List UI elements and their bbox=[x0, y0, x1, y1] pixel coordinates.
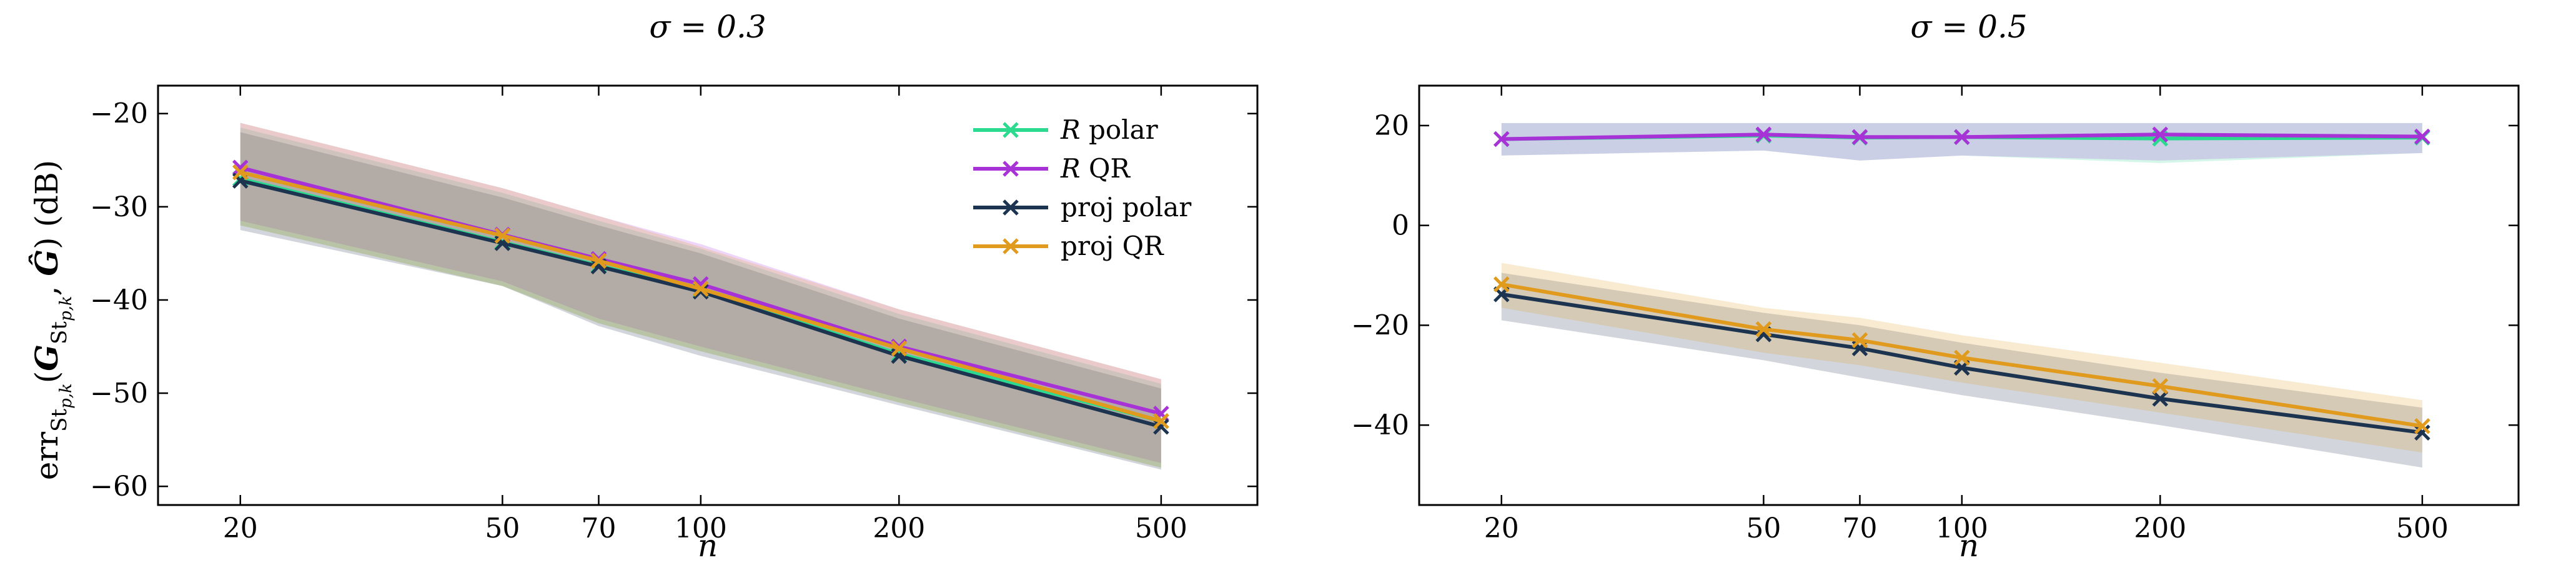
data-point-r-qr bbox=[1851, 129, 1868, 146]
data-point-proj-polar bbox=[2414, 424, 2430, 441]
legend-marker bbox=[1003, 122, 1019, 138]
x-tick-label: 100 bbox=[1936, 512, 1988, 544]
y-tick-label: −30 bbox=[90, 191, 148, 223]
data-point-proj-qr bbox=[2414, 418, 2430, 434]
x-tick-label: 20 bbox=[223, 512, 258, 544]
data-point-proj-qr bbox=[232, 164, 249, 181]
y-tick-label: −60 bbox=[90, 471, 148, 502]
plot-area-frame bbox=[157, 84, 1259, 506]
confidence-band-proj-polar bbox=[240, 132, 1161, 470]
x-axis-label: n bbox=[698, 528, 718, 564]
x-tick-label: 70 bbox=[1842, 512, 1877, 544]
series-line-proj-qr bbox=[1501, 282, 2423, 428]
y-tick-label: −20 bbox=[90, 98, 148, 130]
legend-marker bbox=[1003, 161, 1019, 177]
x-tick-label: 70 bbox=[581, 512, 616, 544]
series-line-proj-polar bbox=[240, 179, 1162, 429]
legend: R polar R QR proj polar proj QR bbox=[973, 114, 1192, 261]
x-tick-label: 20 bbox=[1484, 512, 1519, 544]
data-point-r-qr bbox=[1755, 126, 1772, 143]
x-tick-label: 100 bbox=[675, 512, 727, 544]
data-point-proj-qr bbox=[1153, 413, 1169, 429]
data-point-proj-polar bbox=[1153, 418, 1169, 435]
series-line-proj-qr bbox=[240, 170, 1162, 423]
data-point-proj-qr bbox=[693, 281, 709, 297]
x-tick-label: 50 bbox=[485, 512, 520, 544]
y-tick-label: −50 bbox=[90, 378, 148, 409]
data-point-proj-qr bbox=[1755, 321, 1772, 338]
y-tick-label: −40 bbox=[1351, 409, 1409, 441]
data-point-r-qr bbox=[1954, 129, 1970, 146]
data-point-proj-qr bbox=[891, 340, 908, 357]
legend-item: proj polar bbox=[973, 192, 1192, 222]
legend-marker bbox=[1003, 199, 1019, 216]
confidence-band-proj-qr bbox=[240, 122, 1161, 468]
data-point-proj-polar bbox=[2152, 391, 2169, 407]
chart-title: σ = 0.5 bbox=[1910, 9, 2027, 45]
data-point-r-qr bbox=[1493, 131, 1510, 148]
data-point-proj-qr bbox=[2152, 378, 2169, 394]
legend-item: R QR bbox=[973, 153, 1131, 184]
data-point-proj-qr bbox=[590, 252, 607, 269]
legend-item: proj QR bbox=[973, 231, 1164, 261]
legend-label: proj QR bbox=[1061, 231, 1164, 261]
confidence-band-r-qr bbox=[1501, 122, 2422, 161]
series-line-proj-polar bbox=[1501, 292, 2423, 435]
legend-label: R polar bbox=[1060, 114, 1159, 145]
legend-marker bbox=[1003, 238, 1019, 254]
x-tick-label: 500 bbox=[1135, 512, 1187, 544]
x-tick-label: 200 bbox=[2134, 512, 2186, 544]
chart-panel-sigma-0-3: σ = 0.3 −20 −30 −40 −50 −60 20 50 70 100 200 500 n R … bbox=[90, 9, 1259, 564]
y-tick-label: −20 bbox=[1351, 309, 1409, 341]
data-point-r-qr bbox=[2414, 128, 2430, 145]
data-point-proj-qr bbox=[494, 228, 511, 244]
x-tick-label: 50 bbox=[1746, 512, 1781, 544]
legend-item: R polar bbox=[973, 114, 1159, 145]
x-tick-label: 200 bbox=[873, 512, 925, 544]
confidence-band-proj-polar bbox=[1501, 272, 2422, 468]
legend-label: R QR bbox=[1060, 153, 1131, 184]
chart-title: σ = 0.3 bbox=[649, 9, 766, 45]
legend-label: proj polar bbox=[1061, 192, 1192, 222]
svg-text:errStp,k(GStp,k, Ĝ) (dB): errStp,k(GStp,k, Ĝ) (dB) bbox=[28, 160, 76, 481]
confidence-band-r-polar bbox=[240, 128, 1161, 468]
plot-area-frame bbox=[1418, 84, 2520, 506]
data-point-proj-qr bbox=[1493, 276, 1510, 292]
x-axis-label: n bbox=[1959, 528, 1979, 564]
x-tick-label: 500 bbox=[2396, 512, 2449, 544]
y-axis-label: errStp,k(GStp,k, Ĝ) (dB) bbox=[28, 160, 76, 481]
series-line-r-qr bbox=[1501, 132, 2422, 141]
y-tick-label: 0 bbox=[1392, 210, 1409, 242]
y-tick-label: 20 bbox=[1374, 110, 1409, 142]
data-point-proj-qr bbox=[1851, 332, 1868, 349]
y-tick-label: −40 bbox=[90, 284, 148, 316]
data-point-proj-qr bbox=[1954, 349, 1970, 366]
data-point-r-qr bbox=[2152, 126, 2169, 143]
